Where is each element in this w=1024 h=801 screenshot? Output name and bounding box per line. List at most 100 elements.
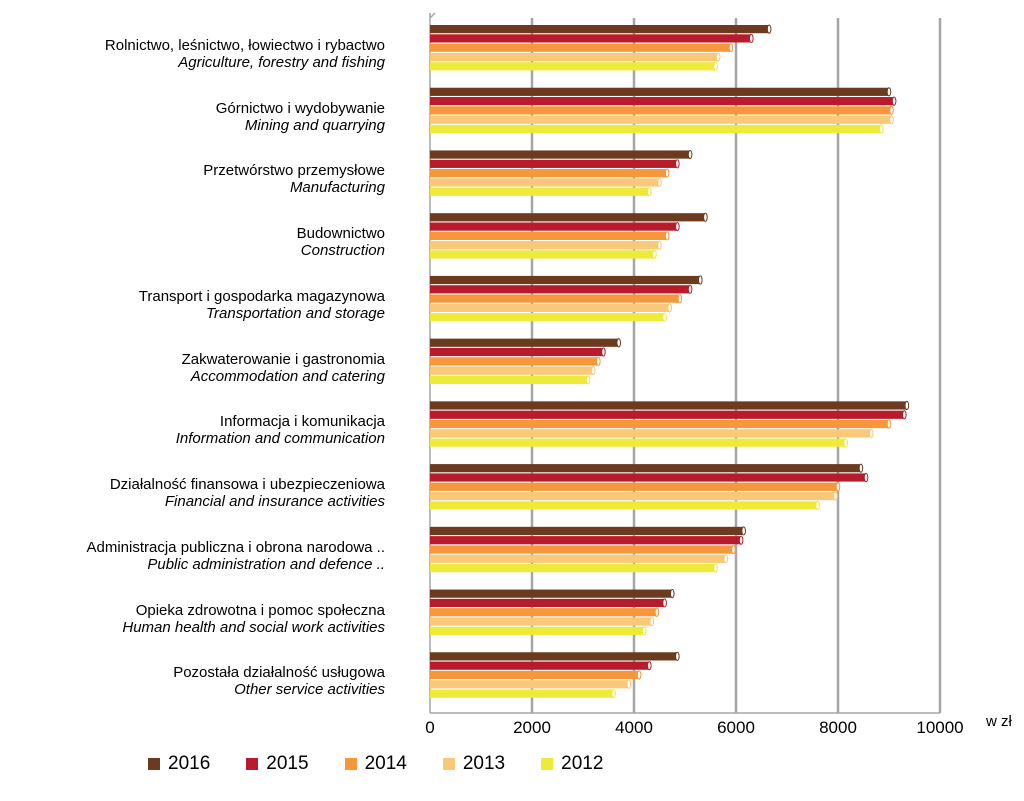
legend-swatch bbox=[148, 758, 160, 770]
bar-end-cap bbox=[886, 87, 892, 97]
bar-2014 bbox=[430, 545, 734, 554]
legend-swatch bbox=[344, 758, 357, 770]
bar-end-cap bbox=[654, 607, 660, 617]
category-label: Przetwórstwo przemysłowe Manufacturing bbox=[0, 162, 385, 196]
bar-end-cap bbox=[585, 375, 591, 385]
x-tick-label: 4000 bbox=[615, 718, 653, 737]
category-label: Zakwaterowanie i gastronomia Accommodatio… bbox=[0, 351, 385, 385]
legend-label: 2012 bbox=[561, 753, 604, 774]
bar-2013 bbox=[430, 554, 726, 563]
bar-end-cap bbox=[626, 679, 632, 689]
category-label-pl: Administracja publiczna i obrona narodow… bbox=[86, 538, 386, 556]
bar-2015 bbox=[430, 536, 742, 545]
bar-end-cap bbox=[611, 688, 616, 699]
category-label-en: Accommodation and catering bbox=[190, 367, 385, 385]
bar-2014 bbox=[430, 357, 599, 366]
bar-2012 bbox=[430, 438, 846, 447]
bar-2012 bbox=[430, 564, 716, 573]
bar-2013 bbox=[430, 491, 836, 501]
bar-end-cap bbox=[687, 149, 693, 160]
bar-end-cap bbox=[641, 626, 647, 636]
bar-2012 bbox=[430, 626, 645, 635]
bar-end-cap bbox=[675, 159, 680, 169]
bar-2013 bbox=[430, 241, 660, 250]
legend-swatch bbox=[246, 758, 259, 770]
category-label-pl: Informacja i komunikacja bbox=[219, 413, 385, 431]
category-label: Transport i gospodarka magazynowa Transpo… bbox=[0, 288, 385, 322]
axis-depth-edge bbox=[429, 12, 436, 19]
category-label: Działalność finansowa i ubezpieczeniowa F… bbox=[0, 476, 385, 510]
legend-swatch bbox=[541, 758, 554, 770]
x-axis-unit-label: w zł bbox=[986, 713, 1012, 730]
bar-end-cap bbox=[868, 428, 874, 438]
bar-end-cap bbox=[657, 177, 662, 188]
bar-end-cap bbox=[687, 284, 693, 294]
category-label-en: Mining and quarrying bbox=[244, 116, 385, 134]
bar-end-cap bbox=[662, 312, 667, 322]
bar-end-cap bbox=[815, 500, 820, 510]
bar-2015 bbox=[430, 661, 650, 670]
bar-end-cap bbox=[738, 535, 744, 545]
category-label: Górnictwo i wydobywanie Mining and quarry… bbox=[0, 100, 385, 134]
category-label-pl: Budownictwo bbox=[296, 225, 385, 243]
bar-2015 bbox=[430, 598, 665, 608]
bar-2012 bbox=[430, 250, 655, 259]
bar-2015 bbox=[430, 410, 905, 419]
bar-2015 bbox=[430, 97, 895, 106]
bar-end-cap bbox=[596, 356, 601, 366]
bar-2013 bbox=[430, 52, 719, 62]
bar-end-cap bbox=[728, 43, 734, 53]
bar-2012 bbox=[430, 313, 665, 322]
bar-end-cap bbox=[891, 96, 897, 106]
x-tick-label: 10000 bbox=[916, 718, 964, 737]
bar-2014 bbox=[430, 106, 892, 115]
category-label-en: Other service activities bbox=[234, 681, 385, 699]
legend-item: 2014 bbox=[344, 753, 407, 775]
category-label-en: Construction bbox=[300, 242, 385, 260]
category-label-pl: Górnictwo i wydobywanie bbox=[215, 99, 385, 117]
bar-end-cap bbox=[889, 105, 894, 116]
bar-end-cap bbox=[652, 249, 657, 260]
bar-2014 bbox=[430, 231, 668, 240]
bar-2014 bbox=[430, 608, 657, 617]
bar-end-cap bbox=[902, 410, 907, 420]
legend-label: 2015 bbox=[266, 753, 309, 774]
x-tick-label: 6000 bbox=[717, 718, 755, 737]
bar-2016 bbox=[430, 275, 701, 285]
bar-end-cap bbox=[713, 61, 718, 71]
bar-2016 bbox=[430, 589, 673, 598]
bar-end-cap bbox=[749, 33, 754, 44]
category-label-en: Manufacturing bbox=[289, 179, 385, 197]
bar-end-cap bbox=[833, 491, 838, 501]
bar-end-cap bbox=[713, 563, 718, 573]
bar-2013 bbox=[430, 303, 670, 313]
category-label: Budownictwo Construction bbox=[0, 225, 385, 259]
bar-2012 bbox=[430, 501, 818, 510]
legend-label: 2016 bbox=[168, 753, 211, 774]
bar-2016 bbox=[430, 25, 770, 34]
bar-end-cap bbox=[590, 366, 596, 376]
category-label: Opieka zdrowotna i pomoc społeczna Human … bbox=[0, 602, 385, 636]
legend-item: 2016 bbox=[148, 753, 210, 775]
x-tick-label: 8000 bbox=[819, 718, 857, 737]
bar-end-cap bbox=[636, 670, 642, 680]
legend-label: 2014 bbox=[364, 753, 407, 774]
bar-end-cap bbox=[766, 24, 772, 34]
bar-2014 bbox=[430, 670, 640, 680]
bar-2015 bbox=[430, 473, 867, 482]
bar-2015 bbox=[430, 34, 752, 43]
legend-item: 2013 bbox=[442, 753, 505, 775]
category-label-en: Public administration and defence .. bbox=[147, 555, 385, 573]
category-label-en: Financial and insurance activities bbox=[164, 493, 385, 511]
category-label-pl: Rolnictwo, leśnictwo, łowiectwo i rybact… bbox=[104, 37, 385, 54]
bar-2014 bbox=[430, 169, 668, 178]
bar-end-cap bbox=[863, 472, 869, 483]
bar-2014 bbox=[430, 482, 838, 491]
bar-2014 bbox=[430, 294, 680, 303]
bar-end-cap bbox=[601, 347, 606, 357]
category-label-pl: Przetwórstwo przemysłowe bbox=[203, 162, 385, 180]
category-label-en: Information and communication bbox=[175, 430, 385, 448]
category-label: Pozostała działalność usługowa Other serv… bbox=[0, 664, 385, 698]
category-label-pl: Transport i gospodarka magazynowa bbox=[138, 287, 385, 305]
